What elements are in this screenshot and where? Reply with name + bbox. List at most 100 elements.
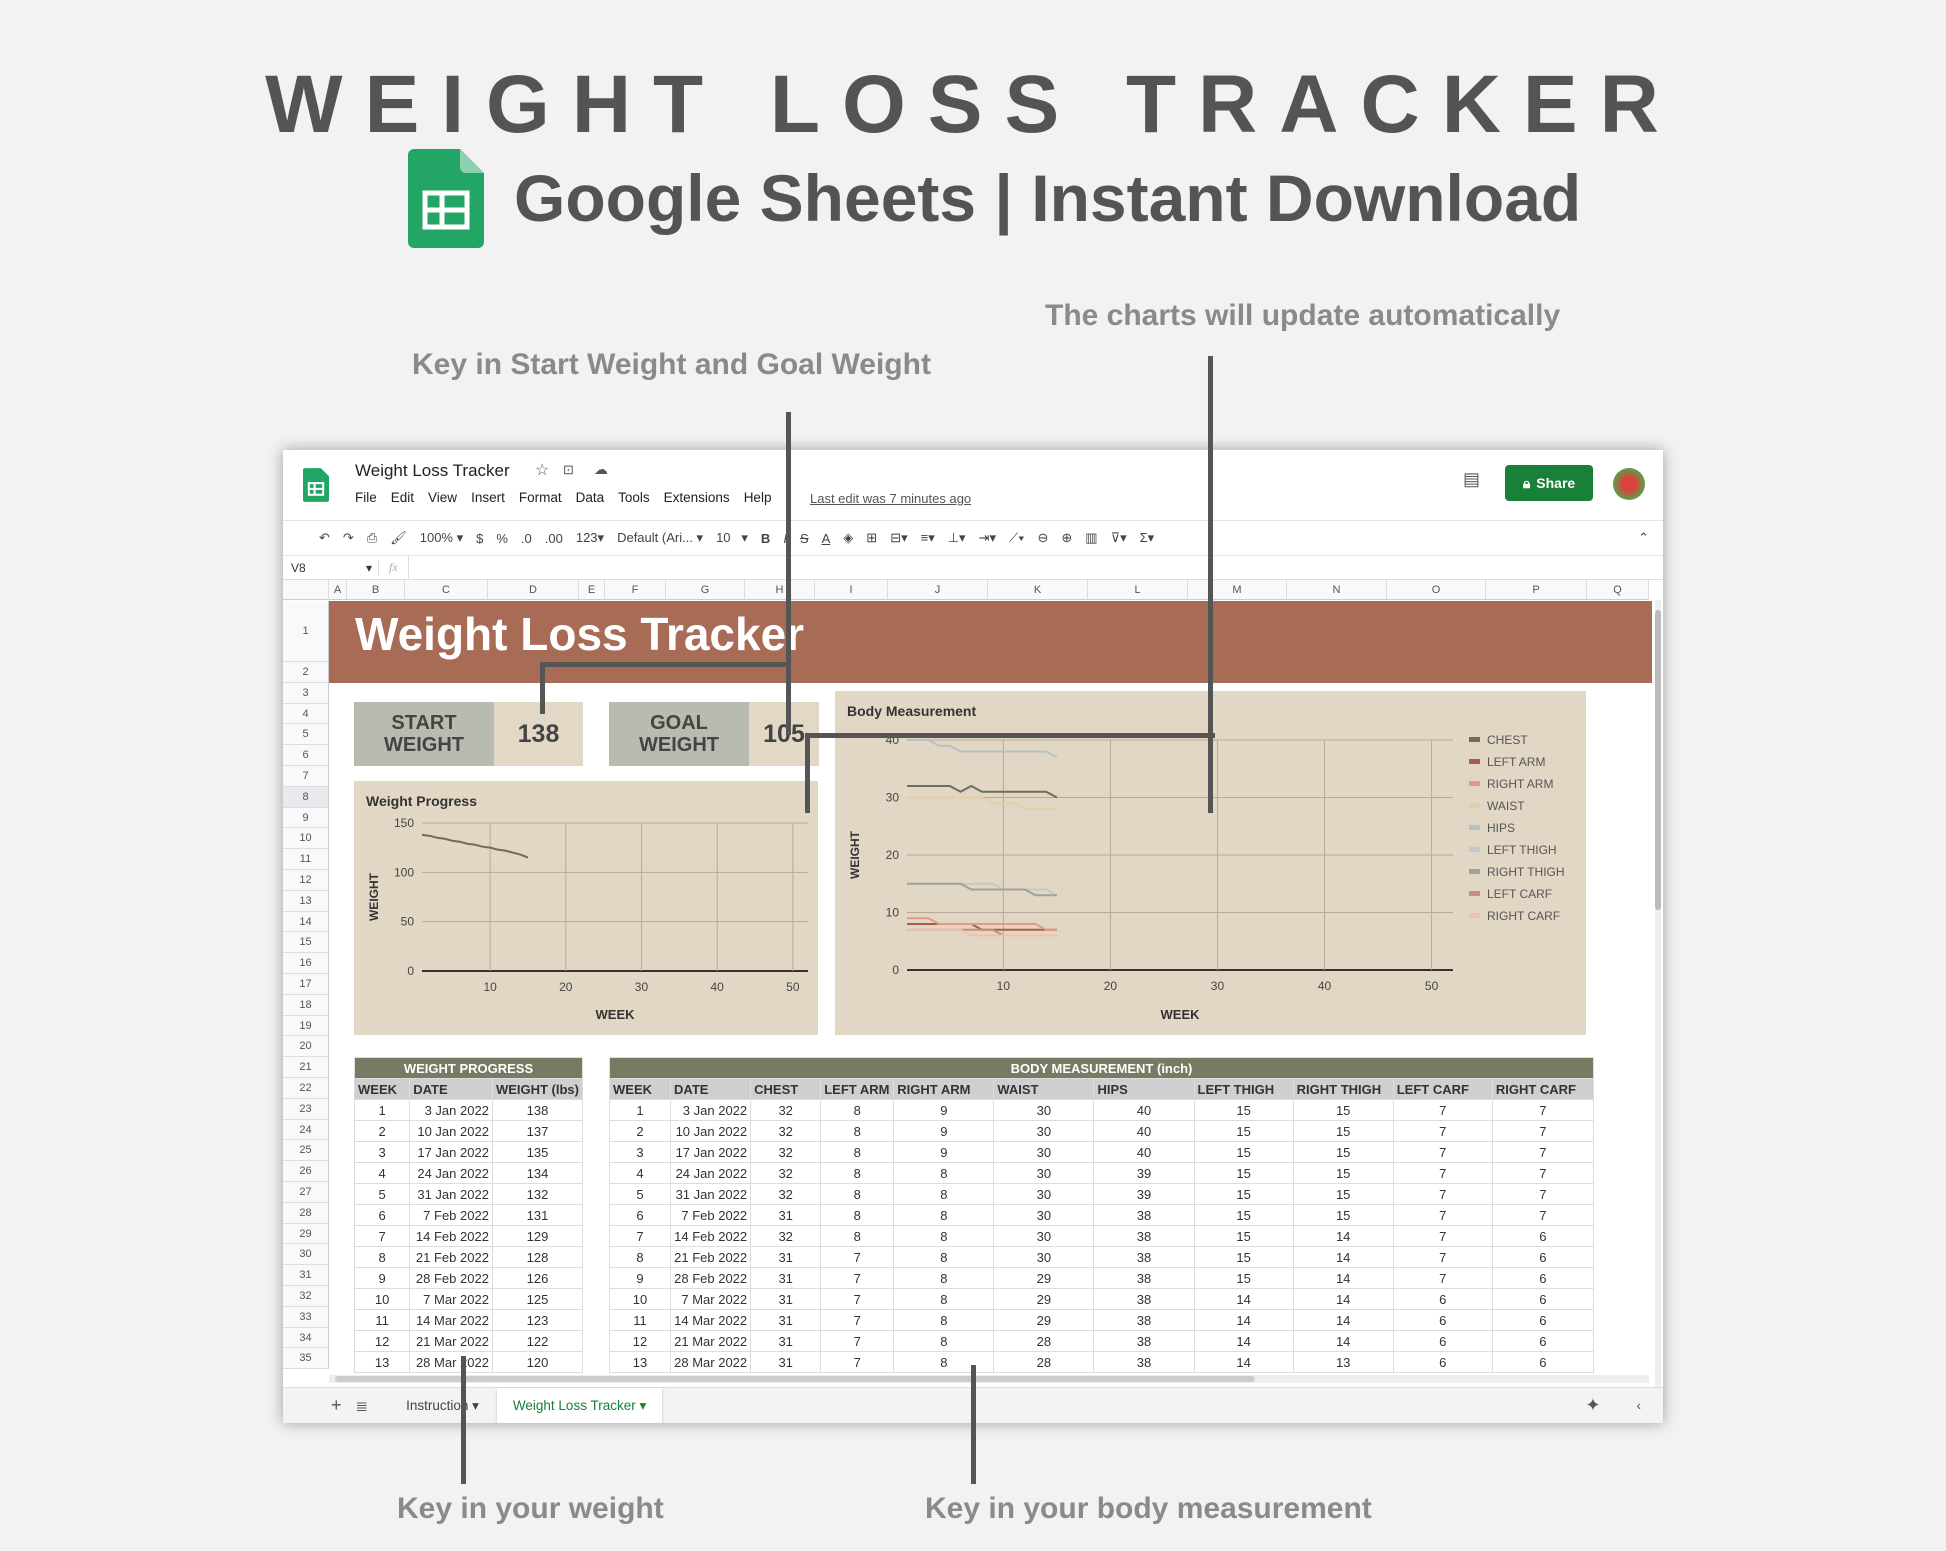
- table-cell[interactable]: 40: [1093, 1099, 1195, 1121]
- fill-color-icon[interactable]: ◈: [843, 530, 854, 545]
- row-header[interactable]: 24: [283, 1119, 329, 1141]
- table-cell[interactable]: 28: [993, 1351, 1095, 1373]
- series-line-right-arm[interactable]: [907, 917, 1057, 931]
- table-cell[interactable]: 131: [491, 1204, 584, 1226]
- table-cell[interactable]: 7: [1491, 1120, 1595, 1142]
- table-cell[interactable]: 29: [993, 1288, 1095, 1310]
- table-cell[interactable]: 31: [750, 1267, 822, 1289]
- table-cell[interactable]: 8: [893, 1162, 995, 1184]
- vertical-scrollbar[interactable]: [1655, 600, 1661, 1400]
- table-cell[interactable]: 8: [893, 1351, 995, 1373]
- table-cell[interactable]: 32: [750, 1141, 822, 1163]
- row-header[interactable]: 8: [283, 786, 329, 808]
- table-cell[interactable]: 31 Jan 2022: [409, 1183, 493, 1205]
- table-cell[interactable]: 6: [1392, 1330, 1493, 1352]
- table-cell[interactable]: 8: [353, 1246, 411, 1268]
- table-cell[interactable]: 17 Jan 2022: [409, 1141, 493, 1163]
- table-cell[interactable]: 6: [1392, 1309, 1493, 1331]
- bold-icon[interactable]: B: [760, 530, 771, 546]
- table-cell[interactable]: 135: [491, 1141, 584, 1163]
- font-select[interactable]: Default (Ari... ▾: [617, 530, 704, 545]
- table-cell[interactable]: 39: [1093, 1162, 1195, 1184]
- table-cell[interactable]: 123: [491, 1309, 584, 1331]
- filter-icon[interactable]: ⊽▾: [1110, 530, 1127, 545]
- row-header[interactable]: 27: [283, 1182, 329, 1203]
- row-header[interactable]: 6: [283, 745, 329, 766]
- percent-button[interactable]: %: [496, 530, 508, 546]
- menu-tools[interactable]: Tools: [618, 490, 650, 505]
- decrease-decimal-button[interactable]: .0: [520, 530, 532, 546]
- table-cell[interactable]: 13: [608, 1351, 672, 1373]
- table-cell[interactable]: 38: [1093, 1267, 1195, 1289]
- collapse-sidebar-icon[interactable]: ‹: [1636, 1398, 1642, 1413]
- column-header[interactable]: H: [745, 580, 815, 600]
- table-cell[interactable]: 6: [1491, 1246, 1595, 1268]
- table-cell[interactable]: 29: [993, 1309, 1095, 1331]
- menu-insert[interactable]: Insert: [471, 490, 505, 505]
- table-cell[interactable]: 38: [1093, 1288, 1195, 1310]
- column-header[interactable]: F: [605, 580, 666, 600]
- row-header[interactable]: 25: [283, 1140, 329, 1162]
- table-cell[interactable]: 9: [893, 1099, 995, 1121]
- move-folder-icon[interactable]: ⊡: [563, 462, 574, 477]
- table-cell[interactable]: 7: [1392, 1267, 1493, 1289]
- table-cell[interactable]: 7 Mar 2022: [670, 1288, 752, 1310]
- series-line-right-carf[interactable]: [907, 928, 1057, 937]
- tab-instruction[interactable]: Instruction ▾: [406, 1397, 479, 1413]
- table-cell[interactable]: 15: [1292, 1183, 1394, 1205]
- column-header[interactable]: L: [1088, 580, 1188, 600]
- table-cell[interactable]: 8: [820, 1225, 895, 1247]
- row-header[interactable]: 31: [283, 1265, 329, 1286]
- column-header[interactable]: J: [888, 580, 988, 600]
- table-cell[interactable]: 1: [353, 1099, 411, 1121]
- name-box[interactable]: V8 ▾: [283, 560, 379, 575]
- table-cell[interactable]: 12: [608, 1330, 672, 1352]
- table-cell[interactable]: 7 Mar 2022: [409, 1288, 493, 1310]
- row-header[interactable]: 23: [283, 1098, 329, 1120]
- table-cell[interactable]: 8: [820, 1120, 895, 1142]
- add-sheet-icon[interactable]: +: [331, 1395, 342, 1415]
- row-header[interactable]: 29: [283, 1223, 329, 1245]
- row-header[interactable]: 16: [283, 953, 329, 974]
- table-cell[interactable]: 3 Jan 2022: [409, 1099, 493, 1121]
- table-cell[interactable]: 6: [1392, 1288, 1493, 1310]
- row-header[interactable]: 30: [283, 1244, 329, 1266]
- table-cell[interactable]: 125: [491, 1288, 584, 1310]
- table-cell[interactable]: 10 Jan 2022: [670, 1120, 752, 1142]
- table-cell[interactable]: 8: [820, 1204, 895, 1226]
- star-icon[interactable]: ☆: [535, 462, 550, 479]
- rotate-icon[interactable]: ⟋▾: [1009, 530, 1025, 545]
- series-line-hips[interactable]: [907, 739, 1058, 759]
- currency-button[interactable]: $: [476, 530, 484, 546]
- table-cell[interactable]: 6: [1392, 1351, 1493, 1373]
- table-cell[interactable]: 14: [1292, 1288, 1394, 1310]
- select-all-corner[interactable]: [283, 580, 329, 600]
- table-cell[interactable]: 14: [1292, 1330, 1394, 1352]
- redo-icon[interactable]: ↷: [342, 530, 354, 545]
- table-cell[interactable]: 15: [1292, 1120, 1394, 1142]
- table-cell[interactable]: 8: [608, 1246, 672, 1268]
- table-cell[interactable]: 30: [993, 1141, 1095, 1163]
- table-cell[interactable]: 40: [1093, 1141, 1195, 1163]
- table-cell[interactable]: 122: [491, 1330, 584, 1352]
- table-cell[interactable]: 6: [1491, 1351, 1595, 1373]
- italic-icon[interactable]: I: [783, 531, 787, 546]
- row-header[interactable]: 10: [283, 828, 329, 850]
- menu-view[interactable]: View: [428, 490, 458, 505]
- table-cell[interactable]: 15: [1193, 1162, 1294, 1184]
- table-cell[interactable]: 129: [491, 1225, 584, 1247]
- column-header[interactable]: E: [579, 580, 605, 600]
- table-cell[interactable]: 4: [608, 1162, 672, 1184]
- column-header[interactable]: P: [1486, 580, 1587, 600]
- row-header[interactable]: 17: [283, 974, 329, 995]
- share-button[interactable]: 🔒︎ Share: [1505, 465, 1593, 501]
- table-cell[interactable]: 38: [1093, 1330, 1195, 1352]
- explore-icon[interactable]: ✦: [1585, 1395, 1601, 1415]
- weight-progress-chart[interactable]: Weight Progress 0 50 100 150 10 20 30 40 50 WEEK WE…: [354, 781, 818, 1035]
- table-cell[interactable]: 7 Feb 2022: [409, 1204, 493, 1226]
- table-cell[interactable]: 128: [491, 1246, 584, 1268]
- table-cell[interactable]: 8: [820, 1183, 895, 1205]
- table-cell[interactable]: 17 Jan 2022: [670, 1141, 752, 1163]
- table-cell[interactable]: 5: [608, 1183, 672, 1205]
- table-cell[interactable]: 30: [993, 1183, 1095, 1205]
